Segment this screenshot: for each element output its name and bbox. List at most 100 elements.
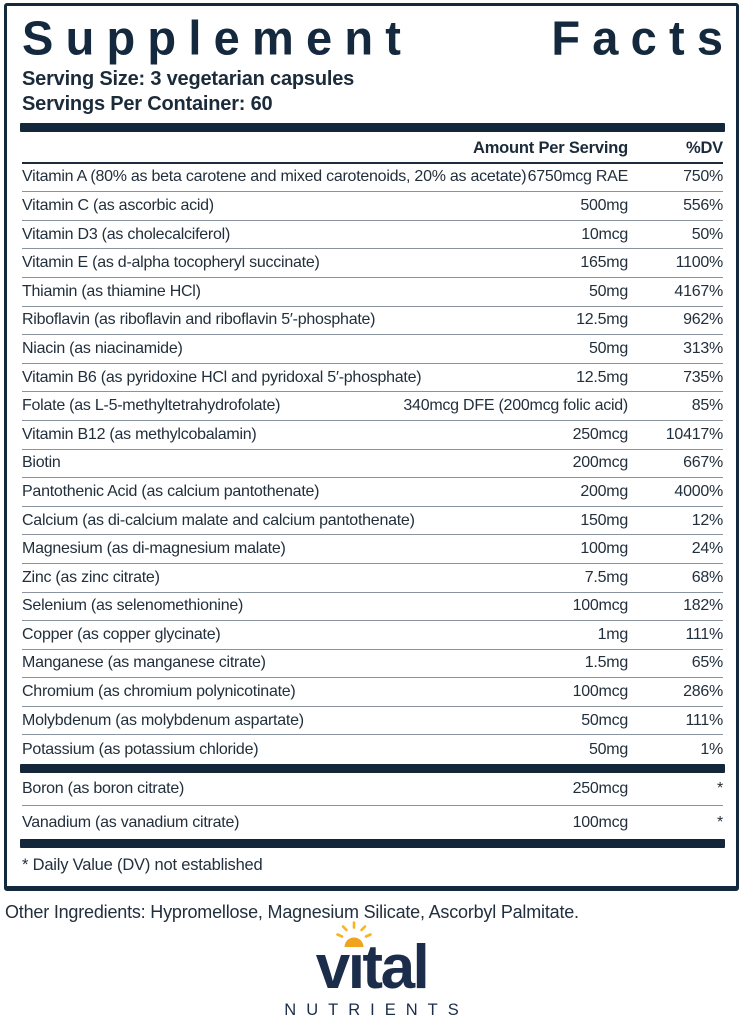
nutrient-row: Vitamin C (as ascorbic acid) 500mg 556% [22, 192, 723, 221]
nutrient-row: Folate (as L-5-methyltetrahydrofolate) 34… [22, 392, 723, 421]
nutrient-amount: 100mcg [572, 597, 629, 615]
nutrient-dv: 50% [691, 225, 724, 243]
no-dv-nutrient-table: Boron (as boron citrate) 250mcg * Vanadium … [22, 773, 723, 839]
nutrient-amount: 500mg [580, 196, 628, 214]
nutrient-name: Potassium (as potassium chloride) [22, 740, 259, 758]
nutrient-amount: 12.5mg [576, 368, 628, 386]
nutrient-amount: 100mcg [572, 813, 629, 831]
nutrient-dv: 962% [683, 311, 723, 329]
nutrient-row: Vanadium (as vanadium citrate) 100mcg * [22, 806, 723, 839]
divider-bar-middle [20, 764, 725, 774]
nutrient-row: Calcium (as di-calcium malate and calciu… [22, 507, 723, 536]
nutrient-name: Zinc (as zinc citrate) [22, 568, 160, 586]
table-header-row: Amount Per Serving %DV [22, 132, 723, 164]
nutrient-name: Manganese (as manganese citrate) [22, 654, 266, 672]
servings-per-container-text: Servings Per Container: 60 [22, 92, 273, 115]
nutrient-table: Vitamin A (80% as beta carotene and mixe… [22, 164, 723, 764]
nutrient-dv: 111% [685, 711, 723, 729]
header-amount-per-serving: Amount Per Serving [472, 138, 628, 157]
nutrient-amount: 1mg [597, 625, 629, 643]
nutrient-row: Copper (as copper glycinate) 1mg 111% [22, 621, 723, 650]
nutrient-name: Pantothenic Acid (as calcium pantothenat… [22, 482, 320, 500]
nutrient-dv: 182% [683, 597, 723, 615]
title-word-facts: Facts [551, 10, 736, 65]
nutrient-name: Molybdenum (as molybdenum aspartate) [22, 711, 304, 729]
nutrient-name: Copper (as copper glycinate) [22, 625, 221, 643]
nutrient-name: Boron (as boron citrate) [22, 780, 185, 798]
nutrient-row: Zinc (as zinc citrate) 7.5mg 68% [22, 564, 723, 593]
nutrient-dv: 111% [685, 625, 723, 643]
header-percent-dv: %DV [686, 138, 723, 157]
divider-bar-bottom [20, 839, 725, 849]
title-word-supplement: Supplement [22, 10, 414, 65]
nutrient-amount: 200mcg [572, 454, 629, 472]
nutrient-name: Vitamin B6 (as pyridoxine HCl and pyrido… [22, 368, 422, 386]
nutrient-name: Calcium (as di-calcium malate and calciu… [22, 511, 415, 529]
nutrient-dv: 750% [683, 168, 723, 186]
nutrient-name: Vanadium (as vanadium citrate) [22, 813, 240, 831]
nutrient-row: Magnesium (as di-magnesium malate) 100mg 2… [22, 535, 723, 564]
nutrient-dv: 313% [683, 339, 723, 357]
logo-letter-i-glyph: ı [347, 933, 365, 1003]
nutrient-amount: 250mcg [572, 425, 629, 443]
nutrient-dv: 4167% [674, 282, 723, 300]
nutrient-dv: 12% [691, 511, 724, 529]
nutrient-amount: 6750mcg RAE [527, 168, 629, 186]
nutrient-dv: 65% [691, 654, 724, 672]
nutrient-name: Thiamin (as thiamine HCl) [22, 282, 201, 300]
nutrient-name: Chromium (as chromium polynicotinate) [22, 683, 296, 701]
nutrient-row: Riboflavin (as riboflavin and riboflavin… [22, 307, 723, 336]
other-ingredients-text: Other Ingredients: Hypromellose, Magnesi… [5, 902, 579, 923]
nutrient-dv: 556% [683, 196, 723, 214]
nutrient-row: Potassium (as potassium chloride) 50mg 1% [22, 735, 723, 764]
nutrient-row: Boron (as boron citrate) 250mcg * [22, 773, 723, 807]
nutrient-dv: 68% [691, 568, 724, 586]
nutrient-dv: 85% [691, 397, 724, 415]
serving-size-text: Serving Size: 3 vegetarian capsules [22, 68, 355, 90]
nutrient-dv: 24% [691, 540, 724, 558]
nutrient-amount: 250mcg [572, 780, 629, 798]
nutrient-amount: 165mg [580, 254, 628, 272]
nutrient-row: Biotin 200mcg 667% [22, 450, 723, 479]
nutrient-row: Niacin (as niacinamide) 50mg 313% [22, 335, 723, 364]
sun-icon [336, 921, 373, 948]
nutrient-amount: 10mcg [581, 225, 628, 243]
nutrient-row: Molybdenum (as molybdenum aspartate) 50mc… [22, 707, 723, 736]
nutrient-amount: 50mcg [581, 711, 628, 729]
supplement-facts-panel: Supplement Facts Serving Size: 3 vegetar… [4, 3, 739, 892]
nutrient-dv: 1% [700, 740, 723, 758]
divider-bar-top [20, 122, 725, 132]
logo-wordmark: v ı tal [316, 921, 430, 1003]
logo-subtext: NUTRIENTS [284, 1001, 469, 1020]
nutrient-amount: 100mg [580, 540, 628, 558]
nutrient-amount: 7.5mg [584, 568, 628, 586]
nutrient-row: Selenium (as selenomethionine) 100mcg 182% [22, 593, 723, 622]
nutrient-dv: 1100% [675, 254, 724, 272]
nutrient-amount: 50mg [588, 740, 628, 758]
nutrient-amount: 200mg [580, 482, 628, 500]
nutrient-name: Vitamin D3 (as cholecalciferol) [22, 225, 231, 243]
nutrient-row: Vitamin D3 (as cholecalciferol) 10mcg 50% [22, 221, 723, 250]
nutrient-dv: * [717, 780, 723, 798]
nutrient-amount: 100mcg [572, 683, 629, 701]
nutrient-amount: 50mg [588, 339, 628, 357]
nutrient-name: Vitamin C (as ascorbic acid) [22, 196, 214, 214]
nutrient-row: Manganese (as manganese citrate) 1.5mg 65% [22, 650, 723, 679]
nutrient-dv: 735% [683, 368, 723, 386]
nutrient-name: Folate (as L-5-methyltetrahydrofolate) [22, 397, 281, 415]
logo-letters-tal: tal [362, 933, 429, 1003]
nutrient-row: Pantothenic Acid (as calcium pantothenat… [22, 478, 723, 507]
nutrient-dv: 667% [683, 454, 723, 472]
nutrient-amount: 1.5mg [584, 654, 628, 672]
nutrient-row: Vitamin B12 (as methylcobalamin) 250mcg 10… [22, 421, 723, 450]
nutrient-row: Vitamin B6 (as pyridoxine HCl and pyrido… [22, 364, 723, 393]
nutrient-amount: 150mg [580, 511, 628, 529]
nutrient-row: Vitamin A (80% as beta carotene and mixe… [22, 164, 723, 193]
nutrient-name: Magnesium (as di-magnesium malate) [22, 540, 286, 558]
brand-logo: v ı tal NUTRIENTS [4, 921, 739, 1020]
nutrient-name: Vitamin E (as d-alpha tocopheryl succina… [22, 254, 320, 272]
panel-title: Supplement Facts [22, 10, 723, 65]
logo-letter-i: ı [336, 921, 373, 1003]
nutrient-dv: 10417% [665, 425, 723, 443]
